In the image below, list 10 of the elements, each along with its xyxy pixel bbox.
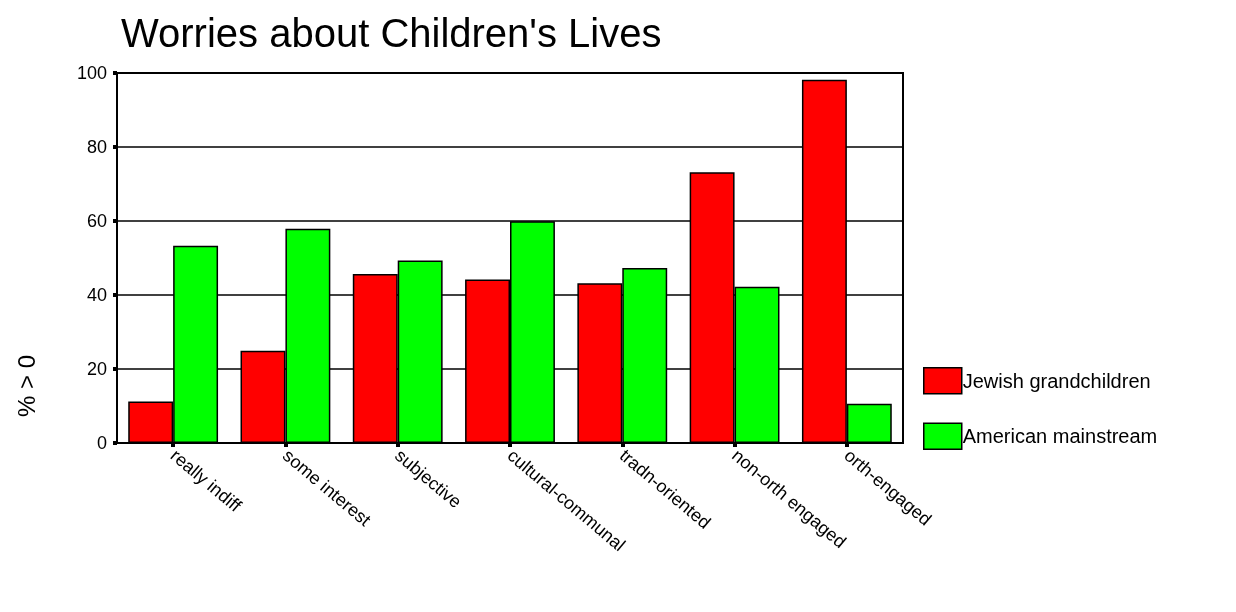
legend-label: Jewish grandchildren [962, 369, 1151, 392]
y-tick-label: 60 [86, 211, 107, 231]
chart-title: Worries about Children's Lives [121, 11, 662, 55]
y-tick-label: 80 [86, 137, 107, 157]
y-tick-label: 100 [76, 63, 107, 83]
y-tick-label: 40 [86, 285, 107, 305]
legend-label: American mainstream [962, 425, 1158, 448]
y-axis-title: % > 0 [12, 354, 40, 418]
y-tick-label: 0 [96, 433, 107, 453]
y-tick-label: 20 [86, 359, 107, 379]
